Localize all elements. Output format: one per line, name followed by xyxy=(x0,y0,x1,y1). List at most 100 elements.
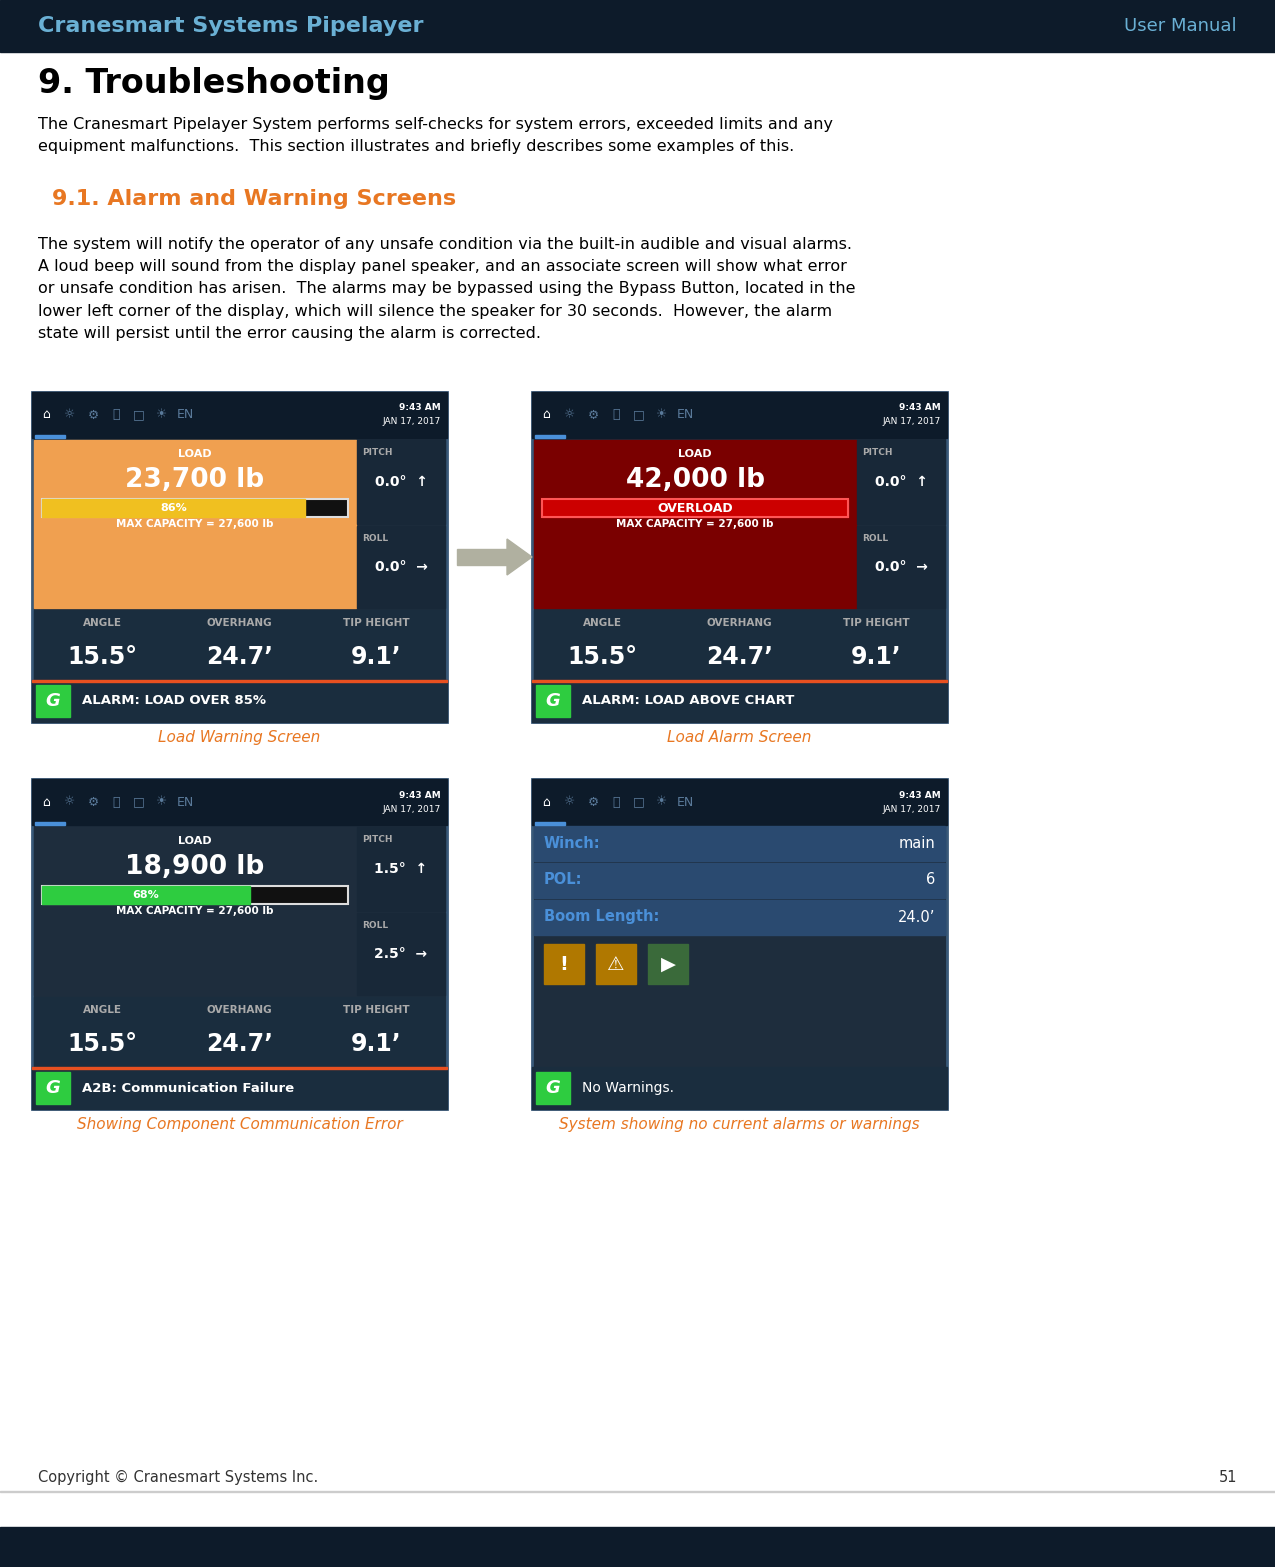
Text: 15.5°: 15.5° xyxy=(68,1033,138,1056)
Text: ⌂: ⌂ xyxy=(42,796,50,809)
Bar xyxy=(532,680,947,722)
Bar xyxy=(532,779,947,1109)
Bar xyxy=(42,498,305,517)
Bar xyxy=(0,0,1275,52)
Text: ⌂: ⌂ xyxy=(42,409,50,422)
Bar xyxy=(309,610,444,679)
Text: ☼: ☼ xyxy=(64,409,75,422)
Text: OVERHANG: OVERHANG xyxy=(207,1004,273,1015)
Bar xyxy=(544,943,584,984)
Bar xyxy=(34,823,65,824)
Text: ⚙: ⚙ xyxy=(588,796,599,809)
Text: Boom Length:: Boom Length: xyxy=(544,909,659,925)
Text: 24.7’: 24.7’ xyxy=(706,646,773,669)
Text: User Manual: User Manual xyxy=(1125,17,1237,34)
Text: ALARM: LOAD OVER 85%: ALARM: LOAD OVER 85% xyxy=(82,694,266,707)
Bar xyxy=(42,885,348,904)
Text: 42,000 lb: 42,000 lb xyxy=(626,467,765,494)
Text: 9:43 AM: 9:43 AM xyxy=(899,790,941,799)
Text: 1.5°  ↑: 1.5° ↑ xyxy=(375,862,427,876)
Text: ☼: ☼ xyxy=(64,796,75,809)
Text: MAX CAPACITY = 27,600 lb: MAX CAPACITY = 27,600 lb xyxy=(116,519,274,530)
Text: G: G xyxy=(46,693,60,710)
Bar xyxy=(671,610,807,679)
Text: No Warnings.: No Warnings. xyxy=(581,1081,674,1095)
Bar xyxy=(808,610,944,679)
Text: 15.5°: 15.5° xyxy=(68,646,138,669)
Bar xyxy=(171,997,307,1066)
Bar xyxy=(595,943,636,984)
Bar xyxy=(32,680,448,682)
Bar xyxy=(42,885,250,904)
Bar xyxy=(456,548,507,566)
Text: JAN 17, 2017: JAN 17, 2017 xyxy=(882,417,941,426)
Text: ROLL: ROLL xyxy=(862,534,889,544)
Bar xyxy=(857,527,945,608)
Text: 0.0°  →: 0.0° → xyxy=(375,559,427,574)
Text: 9.1. Alarm and Warning Screens: 9.1. Alarm and Warning Screens xyxy=(52,190,456,208)
Text: ⚙: ⚙ xyxy=(588,409,599,422)
Text: EN: EN xyxy=(676,409,694,422)
Text: LOAD: LOAD xyxy=(678,450,711,459)
Text: ☀: ☀ xyxy=(657,796,668,809)
Bar xyxy=(532,392,947,439)
Text: The Cranesmart Pipelayer System performs self-checks for system errors, exceeded: The Cranesmart Pipelayer System performs… xyxy=(38,118,833,154)
Bar xyxy=(542,498,848,517)
Text: ☀: ☀ xyxy=(157,796,167,809)
Bar xyxy=(536,823,565,824)
Text: PITCH: PITCH xyxy=(362,835,393,845)
Text: 9. Troubleshooting: 9. Troubleshooting xyxy=(38,67,390,100)
Text: JAN 17, 2017: JAN 17, 2017 xyxy=(382,804,441,813)
Text: ⓘ: ⓘ xyxy=(612,409,620,422)
Bar xyxy=(857,440,945,523)
Text: ☼: ☼ xyxy=(565,796,575,809)
Bar xyxy=(532,680,947,682)
Text: 0.0°  ↑: 0.0° ↑ xyxy=(375,475,427,489)
Bar xyxy=(532,1067,947,1109)
Bar xyxy=(532,779,947,824)
Bar xyxy=(32,1067,448,1069)
Text: The system will notify the operator of any unsafe condition via the built-in aud: The system will notify the operator of a… xyxy=(38,237,856,340)
Text: 68%: 68% xyxy=(133,890,159,899)
Bar xyxy=(357,914,445,995)
Bar xyxy=(0,1526,1275,1567)
Bar xyxy=(42,498,348,517)
Text: G: G xyxy=(46,1080,60,1097)
Text: G: G xyxy=(546,1080,561,1097)
Text: 9.1’: 9.1’ xyxy=(351,1033,402,1056)
Text: Load Warning Screen: Load Warning Screen xyxy=(158,730,320,744)
Text: ROLL: ROLL xyxy=(362,534,388,544)
Text: ANGLE: ANGLE xyxy=(83,1004,122,1015)
Text: !: ! xyxy=(560,954,569,973)
Bar xyxy=(32,392,448,439)
Text: ⚙: ⚙ xyxy=(88,409,98,422)
Text: ☼: ☼ xyxy=(565,409,575,422)
Text: TIP HEIGHT: TIP HEIGHT xyxy=(343,617,409,628)
Bar xyxy=(36,1072,70,1105)
Text: 9:43 AM: 9:43 AM xyxy=(399,403,441,412)
Text: 9:43 AM: 9:43 AM xyxy=(899,403,941,412)
Text: ☀: ☀ xyxy=(657,409,668,422)
Bar xyxy=(36,685,70,718)
Bar xyxy=(542,498,848,517)
Text: 2.5°  →: 2.5° → xyxy=(375,946,427,961)
Text: 0.0°  ↑: 0.0° ↑ xyxy=(875,475,927,489)
Bar xyxy=(534,826,945,860)
Text: ⚙: ⚙ xyxy=(88,796,98,809)
Text: ALARM: LOAD ABOVE CHART: ALARM: LOAD ABOVE CHART xyxy=(581,694,794,707)
Text: Winch:: Winch: xyxy=(544,835,601,851)
Text: 6: 6 xyxy=(926,873,935,887)
Bar xyxy=(357,527,445,608)
Text: PITCH: PITCH xyxy=(362,448,393,458)
Text: ⓘ: ⓘ xyxy=(112,796,120,809)
Text: EN: EN xyxy=(176,796,194,809)
Bar xyxy=(34,997,170,1066)
Text: LOAD: LOAD xyxy=(179,450,212,459)
Text: EN: EN xyxy=(176,409,194,422)
Text: TIP HEIGHT: TIP HEIGHT xyxy=(343,1004,409,1015)
Bar xyxy=(648,943,689,984)
Text: 9:43 AM: 9:43 AM xyxy=(399,790,441,799)
Text: 15.5°: 15.5° xyxy=(567,646,638,669)
Bar xyxy=(536,436,565,439)
Polygon shape xyxy=(507,539,532,575)
